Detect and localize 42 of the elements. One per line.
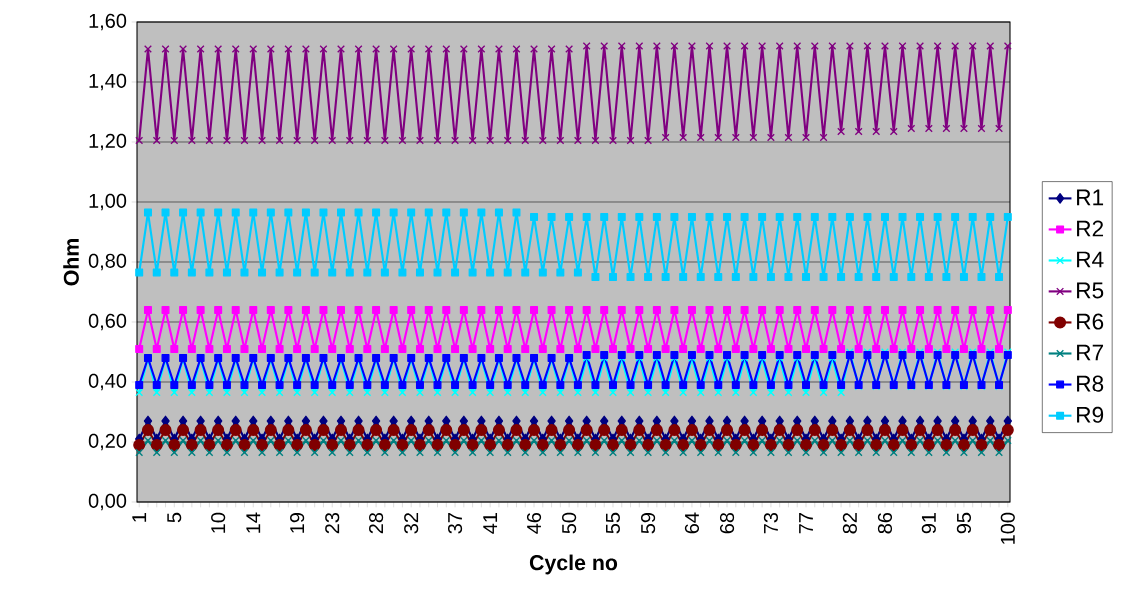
x-tick-label: 64: [684, 512, 700, 534]
legend-label: R9: [1077, 406, 1104, 423]
x-tick-label: 41: [483, 513, 498, 534]
x-tick-label: 1: [132, 513, 147, 522]
y-tick-label: 0,80: [88, 253, 127, 271]
x-axis-title: Cycle no: [529, 554, 618, 575]
y-tick-label: 0,40: [88, 373, 127, 391]
y-tick-label: 1,00: [89, 193, 127, 211]
x-tick-label: 32: [404, 513, 419, 534]
x-tick-label: 77: [799, 513, 813, 534]
x-tick-label: 28: [369, 512, 384, 534]
legend-label: R2: [1077, 220, 1104, 237]
y-tick-label: 1,60: [89, 13, 127, 31]
x-tick-label: 23: [325, 512, 340, 534]
x-tick-label: 86: [877, 512, 893, 534]
x-tick-label: 95: [956, 512, 972, 534]
y-tick-label: 1,40: [89, 73, 127, 91]
x-tick-label: 5: [167, 512, 182, 523]
y-tick-label: 0,00: [88, 493, 127, 511]
x-tick-label: 68: [719, 512, 735, 534]
legend-label: R7: [1077, 344, 1104, 361]
y-tick-label: 1,20: [89, 133, 127, 151]
y-axis-title: Ohm: [63, 239, 79, 286]
legend-label: R1: [1077, 189, 1104, 206]
legend-label: R6: [1077, 313, 1104, 330]
x-tick-label: 46: [526, 512, 542, 534]
x-tick-label: 100: [1000, 512, 1015, 544]
y-tick-label: 0,20: [88, 433, 127, 451]
x-tick-label: 37: [447, 513, 463, 534]
x-tick-label: 10: [211, 512, 226, 533]
x-tick-label: 14: [246, 512, 261, 533]
x-tick-label: 19: [290, 512, 305, 533]
x-tick-label: 91: [921, 513, 936, 534]
legend-label: R8: [1077, 375, 1104, 392]
x-tick-label: 73: [763, 512, 778, 534]
x-tick-label: 50: [562, 512, 577, 534]
y-tick-label: 0,60: [88, 313, 127, 331]
x-tick-label: 55: [606, 512, 620, 534]
x-tick-label: 82: [842, 513, 857, 534]
legend-label: R4: [1077, 251, 1104, 268]
legend-label: R5: [1077, 282, 1104, 299]
x-tick-label: 59: [641, 512, 656, 534]
